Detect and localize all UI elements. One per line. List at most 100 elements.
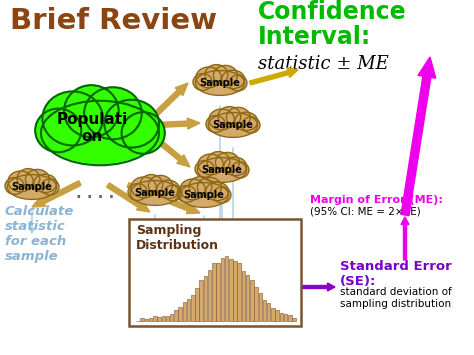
Ellipse shape — [35, 109, 81, 152]
Ellipse shape — [17, 169, 40, 189]
Text: (95% CI: ME = 2×SE): (95% CI: ME = 2×SE) — [310, 207, 421, 217]
Ellipse shape — [193, 73, 212, 91]
FancyArrow shape — [32, 181, 81, 207]
FancyArrow shape — [249, 68, 298, 85]
Bar — [157, 317, 161, 321]
Ellipse shape — [231, 162, 249, 178]
Text: Sample: Sample — [200, 78, 240, 88]
Text: Brief Review: Brief Review — [10, 7, 217, 35]
Bar — [170, 314, 173, 321]
Ellipse shape — [84, 87, 142, 139]
Text: Calculate
statistic
for each
sample: Calculate statistic for each sample — [5, 205, 74, 263]
Ellipse shape — [209, 113, 257, 137]
Ellipse shape — [209, 109, 234, 130]
Ellipse shape — [164, 185, 182, 201]
Bar — [162, 316, 165, 321]
Bar — [288, 315, 292, 321]
Ellipse shape — [198, 154, 223, 175]
Bar — [250, 280, 254, 321]
Bar — [229, 260, 233, 321]
Ellipse shape — [224, 157, 246, 176]
Ellipse shape — [227, 108, 250, 127]
Ellipse shape — [180, 179, 205, 200]
Bar — [216, 263, 220, 321]
Bar — [237, 263, 241, 321]
FancyArrow shape — [401, 217, 409, 260]
Text: Sample: Sample — [201, 165, 242, 175]
Text: Standard Error
(SE):: Standard Error (SE): — [340, 260, 452, 288]
Ellipse shape — [131, 177, 156, 198]
Bar — [225, 256, 228, 321]
Bar — [145, 319, 148, 321]
Text: Sample: Sample — [11, 182, 53, 192]
Ellipse shape — [189, 176, 212, 197]
Bar — [275, 311, 279, 321]
Text: Interval:: Interval: — [258, 25, 371, 49]
FancyArrow shape — [303, 283, 335, 291]
FancyArrow shape — [153, 83, 188, 117]
Ellipse shape — [26, 169, 49, 190]
Text: . . . .: . . . . — [76, 186, 114, 201]
Ellipse shape — [196, 67, 221, 88]
Ellipse shape — [148, 175, 173, 195]
Bar — [263, 300, 266, 321]
Text: Populati
on: Populati on — [56, 112, 128, 144]
FancyArrow shape — [157, 118, 200, 129]
Ellipse shape — [42, 91, 103, 146]
Bar — [178, 306, 182, 321]
FancyArrow shape — [107, 183, 150, 212]
Ellipse shape — [131, 181, 179, 205]
Bar — [174, 310, 178, 321]
Bar — [242, 271, 245, 321]
Ellipse shape — [206, 116, 225, 132]
Ellipse shape — [104, 100, 159, 148]
Text: Sample: Sample — [183, 190, 224, 200]
FancyArrow shape — [127, 183, 200, 214]
Bar — [187, 299, 191, 321]
Ellipse shape — [34, 174, 56, 193]
Bar — [292, 318, 296, 321]
Bar — [267, 303, 271, 321]
Ellipse shape — [64, 85, 118, 137]
Ellipse shape — [218, 106, 241, 127]
Ellipse shape — [242, 117, 260, 133]
Bar — [258, 293, 262, 321]
Bar — [233, 261, 237, 321]
Ellipse shape — [140, 175, 163, 195]
Bar — [191, 295, 194, 321]
Text: Margin of Error (ME):: Margin of Error (ME): — [310, 195, 443, 205]
Ellipse shape — [207, 152, 230, 171]
FancyArrow shape — [401, 57, 436, 215]
Text: standard deviation of
sampling distribution: standard deviation of sampling distribut… — [340, 287, 452, 308]
Ellipse shape — [5, 178, 24, 195]
Text: Sampling
Distribution: Sampling Distribution — [136, 224, 219, 252]
Bar — [195, 288, 199, 321]
Ellipse shape — [8, 175, 56, 199]
Ellipse shape — [198, 158, 246, 182]
Ellipse shape — [213, 65, 237, 86]
Bar — [166, 316, 169, 321]
Ellipse shape — [206, 182, 228, 201]
Bar — [271, 308, 274, 321]
Ellipse shape — [177, 186, 196, 202]
FancyBboxPatch shape — [129, 219, 301, 326]
Text: Sample: Sample — [212, 120, 254, 130]
Ellipse shape — [196, 71, 244, 95]
Ellipse shape — [215, 152, 239, 173]
FancyArrow shape — [154, 136, 190, 167]
Ellipse shape — [195, 160, 214, 178]
Bar — [280, 313, 283, 321]
Bar — [212, 263, 216, 321]
Ellipse shape — [128, 184, 147, 201]
Ellipse shape — [122, 112, 165, 154]
Ellipse shape — [180, 183, 228, 207]
Bar — [208, 270, 211, 321]
Bar — [140, 318, 144, 321]
Bar — [204, 276, 207, 321]
Bar — [153, 316, 156, 321]
Bar — [200, 280, 203, 321]
Bar — [149, 318, 153, 321]
Ellipse shape — [213, 187, 231, 203]
Text: Sample: Sample — [135, 188, 175, 198]
Bar — [284, 313, 287, 321]
